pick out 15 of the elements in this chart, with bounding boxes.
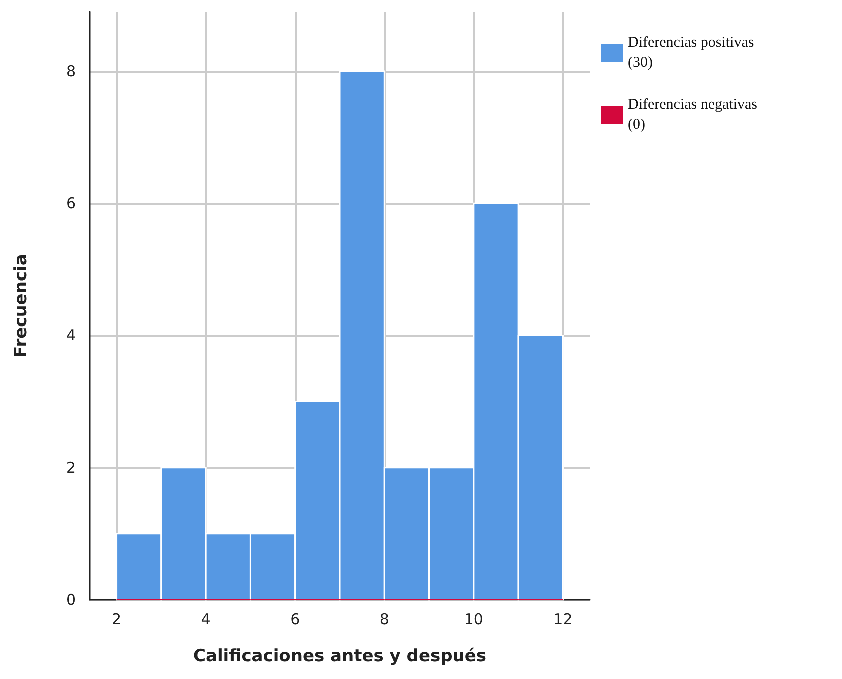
x-tick-label: 2 bbox=[112, 610, 122, 628]
y-tick-label: 2 bbox=[66, 458, 76, 477]
y-axis-title: Frecuencia bbox=[12, 254, 32, 358]
x-tick-label: 4 bbox=[201, 610, 211, 628]
x-tick-label: 6 bbox=[290, 610, 300, 628]
x-tick-label: 8 bbox=[380, 610, 390, 628]
y-tick-label: 0 bbox=[66, 591, 76, 609]
x-tick-label: 10 bbox=[464, 610, 484, 628]
x-tick-label: 12 bbox=[554, 610, 573, 628]
legend-label: Diferencias positivas (30) bbox=[628, 35, 758, 71]
legend-label: Diferencias negativas (0) bbox=[628, 97, 762, 133]
y-tick-label: 8 bbox=[66, 62, 76, 80]
y-tick-label: 6 bbox=[66, 194, 76, 213]
x-axis-title: Calificaciones antes y después bbox=[193, 646, 487, 666]
y-tick-label: 4 bbox=[66, 326, 76, 345]
